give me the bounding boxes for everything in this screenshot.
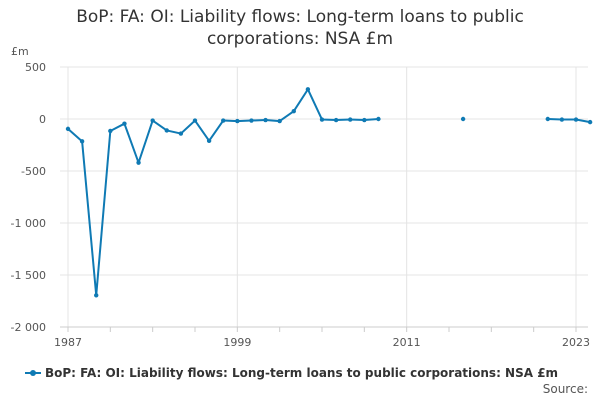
series-line — [547, 118, 591, 124]
data-point — [305, 87, 311, 92]
data-point — [587, 119, 593, 125]
data-point — [277, 118, 282, 124]
data-point — [108, 128, 113, 134]
x-tick-label: 2023 — [562, 336, 590, 349]
y-tick-label: -1 500 — [11, 269, 46, 282]
x-tick-label: 2011 — [393, 336, 421, 349]
data-point — [348, 117, 353, 122]
data-point — [206, 138, 212, 144]
data-point — [178, 131, 184, 136]
y-tick-label: -2 000 — [11, 321, 46, 334]
source-label: Source: — [542, 382, 588, 396]
data-point — [192, 118, 198, 123]
x-tick-label: 1999 — [223, 336, 251, 349]
data-point — [333, 117, 339, 123]
y-tick-label: -500 — [21, 165, 46, 178]
data-point — [136, 160, 141, 165]
legend[interactable]: BoP: FA: OI: Liability flows: Long-term … — [25, 366, 558, 380]
data-point — [362, 117, 367, 123]
chart-title-line-2: corporations: NSA £m — [206, 29, 394, 49]
data-point — [573, 117, 579, 122]
data-point — [164, 128, 169, 133]
y-tick-label: -1 000 — [11, 217, 46, 230]
chart-title: BoP: FA: OI: Liability flows: Long-term … — [0, 6, 600, 50]
data-point — [94, 293, 99, 298]
y-axis-unit-label: £m — [11, 45, 29, 58]
data-point — [65, 126, 71, 132]
data-point — [79, 139, 85, 144]
data-point — [122, 121, 127, 126]
data-point — [263, 117, 268, 123]
data-point — [545, 116, 550, 122]
data-point — [291, 109, 296, 114]
data-point — [460, 116, 466, 122]
data-point — [319, 117, 325, 122]
data-point — [221, 118, 226, 123]
data-point — [249, 118, 254, 123]
legend-series-label: BoP: FA: OI: Liability flows: Long-term … — [45, 366, 559, 380]
y-tick-label: 500 — [25, 61, 46, 74]
chart-title-line-1: BoP: FA: OI: Liability flows: Long-term … — [76, 7, 524, 27]
x-tick-label: 1987 — [54, 336, 82, 349]
data-point — [235, 118, 240, 124]
legend-line-marker-icon — [25, 370, 41, 376]
data-point — [559, 117, 565, 122]
data-point — [150, 118, 155, 123]
y-tick-label: 0 — [39, 113, 46, 126]
data-point — [376, 116, 381, 122]
